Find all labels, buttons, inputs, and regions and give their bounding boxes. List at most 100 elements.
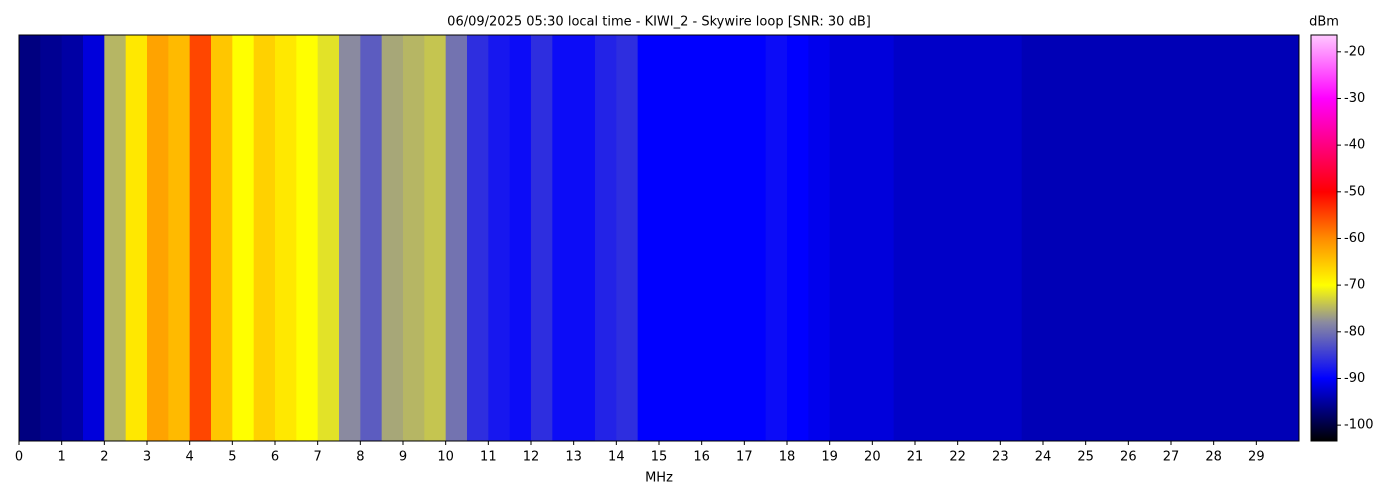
heatmap-cell — [808, 35, 831, 441]
x-tick-label: 28 — [1205, 450, 1222, 465]
heatmap-cell — [19, 35, 41, 441]
heatmap-cell — [189, 35, 212, 441]
heatmap-cell — [1021, 35, 1044, 441]
heatmap-cell — [1277, 35, 1300, 441]
x-tick-label: 25 — [1077, 450, 1094, 465]
x-tick-label: 23 — [992, 450, 1009, 465]
colorbar — [1310, 34, 1338, 442]
x-axis-label: MHz — [645, 471, 673, 486]
heatmap-cell — [701, 35, 724, 441]
heatmap-cell — [1128, 35, 1151, 441]
heatmap-cell — [957, 35, 980, 441]
heatmap-cell — [61, 35, 84, 441]
x-tick-label: 0 — [15, 450, 23, 465]
heatmap-cell — [723, 35, 745, 441]
heatmap-cell — [829, 35, 852, 441]
heatmap-cell — [339, 35, 361, 441]
x-tick-label: 4 — [186, 450, 194, 465]
heatmap-cell — [83, 35, 105, 441]
x-tick-label: 3 — [143, 450, 151, 465]
chart-title: 06/09/2025 05:30 local time - KIWI_2 - S… — [447, 15, 871, 30]
x-tick-label: 1 — [58, 450, 66, 465]
x-tick-label: 26 — [1120, 450, 1137, 465]
x-tick-label: 16 — [693, 450, 710, 465]
x-tick-label: 2 — [100, 450, 108, 465]
heatmap-cell — [147, 35, 169, 441]
x-tick-label: 11 — [480, 450, 497, 465]
heatmap-cell — [296, 35, 319, 441]
heatmap-cell — [872, 35, 895, 441]
heatmap-cell — [424, 35, 447, 441]
x-tick-label: 6 — [271, 450, 279, 465]
heatmap-cell — [168, 35, 191, 441]
heatmap-cell — [317, 35, 340, 441]
heatmap-cell — [253, 35, 276, 441]
colorbar-tick-label: -60 — [1344, 231, 1365, 246]
heatmap-cell — [1256, 35, 1279, 441]
x-tick-label: 27 — [1163, 450, 1180, 465]
x-tick-label: 17 — [736, 450, 753, 465]
colorbar-tick-label: -100 — [1344, 418, 1374, 433]
heatmap-cell — [1149, 35, 1172, 441]
x-tick-label: 5 — [228, 450, 236, 465]
heatmap-cell — [232, 35, 255, 441]
x-tick-label: 22 — [949, 450, 966, 465]
heatmap-cell — [467, 35, 489, 441]
colorbar-tick-label: -80 — [1344, 324, 1365, 339]
heatmap-cell — [40, 35, 63, 441]
heatmap-cell — [851, 35, 873, 441]
heatmap-cell — [275, 35, 297, 441]
colorbar-tick-label: -50 — [1344, 184, 1365, 199]
heatmap-cell — [104, 35, 127, 441]
heatmap-cell — [531, 35, 553, 441]
x-tick-label: 24 — [1035, 450, 1052, 465]
heatmap-cell — [125, 35, 148, 441]
x-tick-label: 7 — [314, 450, 322, 465]
heatmap-cell — [1064, 35, 1087, 441]
x-tick-label: 14 — [608, 450, 625, 465]
heatmap-cell — [659, 35, 681, 441]
heatmap-cell — [211, 35, 233, 441]
heatmap-cell — [616, 35, 639, 441]
heatmap-cell — [893, 35, 916, 441]
x-tick-label: 21 — [907, 450, 924, 465]
x-tick-label: 8 — [356, 450, 364, 465]
x-tick-label: 10 — [437, 450, 454, 465]
heatmap-cell — [1107, 35, 1129, 441]
heatmap-cell — [915, 35, 937, 441]
colorbar-tick-label: -30 — [1344, 91, 1365, 106]
heatmap-cell — [936, 35, 959, 441]
heatmap-cell — [765, 35, 788, 441]
colorbar-tick-label: -20 — [1344, 44, 1365, 59]
colorbar-tick-label: -90 — [1344, 371, 1365, 386]
heatmap-cell — [787, 35, 809, 441]
heatmap-cell — [488, 35, 511, 441]
heatmap-cell — [1213, 35, 1236, 441]
heatmap-cell — [1000, 35, 1023, 441]
heatmap-cell — [573, 35, 596, 441]
heatmap-cell — [1085, 35, 1108, 441]
heatmap-cell — [1171, 35, 1193, 441]
x-tick-label: 18 — [779, 450, 796, 465]
heatmap-cell — [403, 35, 425, 441]
colorbar-tick-label: -70 — [1344, 278, 1365, 293]
x-tick-label: 15 — [651, 450, 668, 465]
x-tick-label: 13 — [565, 450, 582, 465]
x-tick-label: 9 — [399, 450, 407, 465]
colorbar-tick-label: -40 — [1344, 138, 1365, 153]
heatmap-cell — [445, 35, 468, 441]
heatmap-cell — [595, 35, 617, 441]
heatmap-cell — [744, 35, 767, 441]
heatmap-cell — [381, 35, 404, 441]
x-tick-label: 12 — [523, 450, 540, 465]
heatmap-cell — [637, 35, 660, 441]
colorbar-label: dBm — [1309, 15, 1339, 30]
heatmap-cell — [509, 35, 532, 441]
heatmap-cell — [552, 35, 575, 441]
x-tick-label: 19 — [821, 450, 838, 465]
x-tick-label: 29 — [1248, 450, 1265, 465]
heatmap-cell — [680, 35, 703, 441]
heatmap-cell — [1235, 35, 1257, 441]
heatmap-cell — [1192, 35, 1215, 441]
